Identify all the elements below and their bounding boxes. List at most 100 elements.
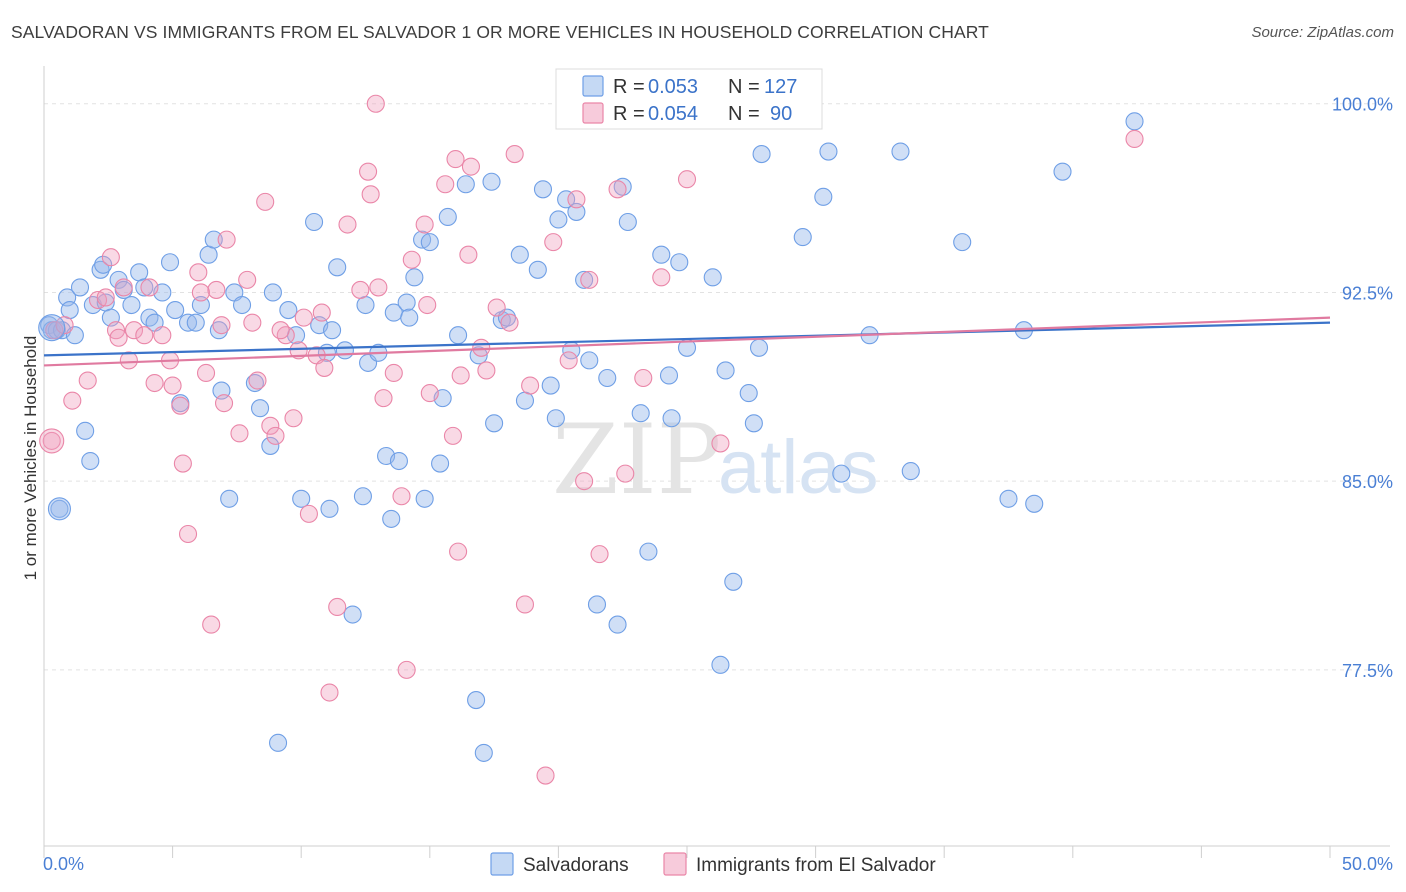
point-salvadorans [670, 253, 689, 272]
point-salvadorans [515, 391, 535, 410]
point-salvadorans [639, 542, 658, 561]
point-salvadorans [533, 180, 553, 199]
point-salvadorans [382, 509, 401, 528]
point-salvadorans [209, 321, 228, 340]
legend-n-label-2: N = [728, 103, 760, 125]
point-immigrants [140, 278, 159, 297]
point-immigrants [580, 270, 599, 289]
point-immigrants [677, 170, 697, 189]
point-salvadorans [292, 489, 311, 508]
point-immigrants [443, 426, 462, 445]
source-note: Source: ZipAtlas.com [1251, 24, 1394, 41]
legend-swatch-salvadorans [582, 75, 604, 97]
point-immigrants [178, 524, 198, 544]
point-immigrants [487, 298, 506, 317]
point-immigrants [1125, 129, 1144, 149]
legend-n-value-1: 127 [764, 76, 797, 98]
point-immigrants [351, 280, 370, 299]
watermark-zip: ZIP [552, 404, 721, 516]
point-immigrants [338, 215, 357, 234]
point-salvadorans [220, 489, 239, 508]
point-salvadorans [389, 451, 408, 471]
point-salvadorans [485, 414, 504, 433]
point-immigrants [590, 545, 609, 564]
point-immigrants [361, 185, 380, 204]
point-salvadorans [580, 351, 599, 370]
bottom-legend-label-salvadorans: Salvadorans [523, 855, 629, 876]
point-immigrants [575, 472, 594, 491]
point-immigrants [284, 409, 303, 428]
point-salvadorans [438, 207, 457, 227]
point-immigrants [163, 376, 182, 395]
grid-lines [44, 103, 1390, 671]
point-immigrants [124, 321, 144, 340]
point-salvadorans [305, 212, 324, 232]
point-immigrants [248, 371, 267, 390]
point-immigrants [449, 542, 468, 561]
point-salvadorans [76, 421, 95, 440]
point-immigrants [392, 487, 411, 506]
point-immigrants [418, 295, 437, 315]
point-immigrants [451, 366, 470, 385]
point-immigrants [384, 363, 403, 383]
point-immigrants [515, 595, 535, 614]
point-salvadorans [94, 255, 113, 274]
point-immigrants [145, 373, 164, 393]
point-immigrants [402, 250, 421, 269]
point-salvadorans [263, 283, 282, 302]
point-salvadorans [659, 366, 679, 385]
point-immigrants [214, 394, 234, 413]
point-salvadorans [752, 145, 771, 164]
point-immigrants [711, 434, 730, 453]
point-salvadorans [482, 172, 501, 191]
point-immigrants [328, 597, 347, 617]
y-tick-label: 77.5% [1342, 661, 1393, 681]
point-salvadorans [598, 368, 617, 388]
point-immigrants [608, 180, 627, 199]
point-salvadorans [397, 293, 416, 312]
point-salvadorans [528, 260, 547, 279]
point-immigrants [230, 424, 249, 443]
point-salvadorans [60, 301, 79, 320]
point-salvadorans [279, 301, 298, 320]
point-immigrants [119, 351, 138, 370]
point-immigrants [191, 283, 210, 302]
point-immigrants [634, 368, 653, 388]
point-salvadorans [1025, 494, 1044, 513]
point-immigrants [78, 371, 97, 390]
point-salvadorans [405, 268, 424, 287]
point-salvadorans [232, 295, 252, 315]
y-tick-label: 100.0% [1332, 95, 1393, 115]
point-immigrants [171, 396, 190, 415]
point-salvadorans [261, 436, 280, 455]
point-immigrants [289, 341, 308, 360]
axes [43, 66, 1390, 858]
bottom-legend-label-immigrants: Immigrants from El Salvador [696, 855, 936, 876]
point-salvadorans [70, 278, 90, 297]
point-salvadorans [814, 187, 833, 206]
y-tick-label: 92.5% [1342, 283, 1393, 303]
point-salvadorans [50, 499, 69, 518]
bottom-legend: Salvadorans Immigrants from El Salvador [490, 852, 936, 876]
point-salvadorans [474, 743, 493, 762]
point-immigrants [173, 454, 192, 473]
point-salvadorans [546, 409, 565, 428]
point-salvadorans [166, 301, 185, 320]
point-salvadorans [449, 326, 468, 345]
point-salvadorans [832, 464, 851, 483]
point-salvadorans [703, 268, 722, 287]
point-salvadorans [81, 451, 100, 471]
point-salvadorans [431, 454, 450, 473]
point-salvadorans [541, 376, 560, 395]
point-salvadorans [160, 253, 180, 272]
point-immigrants [521, 376, 540, 395]
point-immigrants [238, 270, 257, 289]
point-salvadorans [739, 384, 758, 403]
point-salvadorans [567, 202, 586, 221]
point-salvadorans [191, 295, 210, 315]
point-salvadorans [549, 210, 568, 229]
watermark-atlas: atlas [718, 425, 879, 510]
point-salvadorans [400, 308, 419, 327]
point-immigrants [39, 428, 65, 454]
